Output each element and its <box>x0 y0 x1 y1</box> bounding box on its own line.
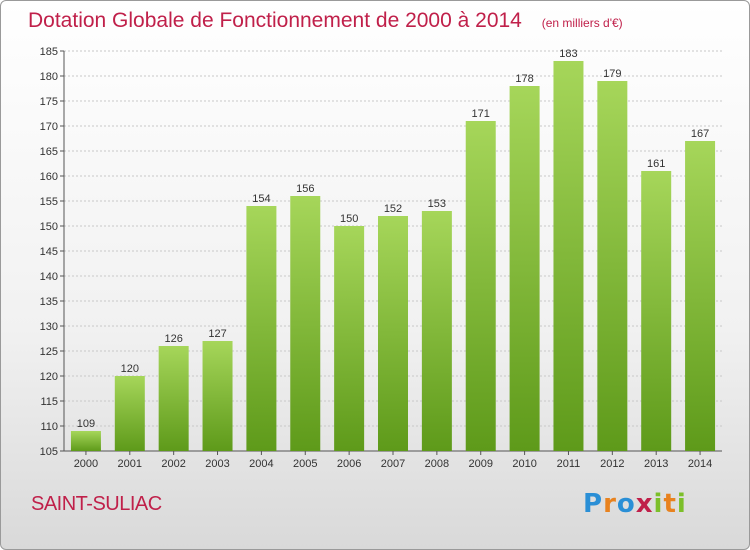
x-tick-label: 2012 <box>600 458 624 470</box>
logo-letter: o <box>616 489 636 519</box>
bar-2014 <box>685 141 716 451</box>
value-label: 152 <box>384 203 402 215</box>
chart-unit: (en milliers d'€) <box>541 16 623 30</box>
value-label: 120 <box>121 363 139 375</box>
proxiti-logo: Proxiti <box>583 489 687 519</box>
value-label: 153 <box>428 198 446 210</box>
x-tick-label: 2008 <box>425 458 449 470</box>
logo-letter: P <box>583 489 604 519</box>
bar-2012 <box>597 81 628 451</box>
x-tick-label: 2014 <box>688 458 712 470</box>
y-tick-label: 175 <box>40 96 58 108</box>
y-tick-label: 125 <box>40 346 58 358</box>
value-label: 126 <box>164 333 182 345</box>
y-tick-label: 130 <box>40 321 58 333</box>
y-tick-label: 140 <box>40 271 58 283</box>
y-tick-label: 155 <box>40 196 58 208</box>
x-tick-label: 2003 <box>205 458 229 470</box>
bar-2004 <box>246 206 277 451</box>
bar-2005 <box>290 196 321 451</box>
value-label: 150 <box>340 213 358 225</box>
bar-2002 <box>158 346 189 451</box>
value-label: 178 <box>515 73 533 85</box>
y-tick-label: 170 <box>40 121 58 133</box>
value-label: 156 <box>296 183 314 195</box>
bar-2009 <box>465 121 496 451</box>
x-tick-label: 2013 <box>644 458 668 470</box>
y-tick-label: 120 <box>40 371 58 383</box>
x-tick-label: 2006 <box>337 458 361 470</box>
y-tick-label: 110 <box>40 421 58 433</box>
value-label: 183 <box>559 48 577 60</box>
value-label: 127 <box>208 328 226 340</box>
x-tick-label: 2010 <box>512 458 536 470</box>
value-label: 161 <box>647 158 665 170</box>
logo-letter: t <box>663 489 677 519</box>
bar-2000 <box>70 431 101 451</box>
bar-2001 <box>114 376 145 451</box>
x-tick-label: 2000 <box>74 458 98 470</box>
value-label: 171 <box>472 108 490 120</box>
labels: 105 110 115 120 125 130 135 140 145 150 155 160 165 1… <box>40 46 713 470</box>
value-label: 167 <box>691 128 709 140</box>
x-tick-label: 2002 <box>161 458 185 470</box>
bar-2007 <box>378 216 408 451</box>
logo-letter: r <box>603 489 617 519</box>
x-tick-label: 2004 <box>249 458 273 470</box>
chart-title: Dotation Globale de Fonctionnement de 20… <box>28 9 623 33</box>
commune-name: SAINT-SULIAC <box>31 493 162 515</box>
logo-letter: x <box>635 489 654 519</box>
logo-letter: i <box>653 489 664 519</box>
value-label: 154 <box>252 193 270 205</box>
y-tick-label: 135 <box>40 296 58 308</box>
logo-letter: i <box>676 489 687 519</box>
y-tick-label: 165 <box>40 146 58 158</box>
y-tick-label: 150 <box>40 221 58 233</box>
y-tick-label: 180 <box>40 71 58 83</box>
x-tick-label: 2005 <box>293 458 317 470</box>
bar-2003 <box>202 341 233 451</box>
chart-title-text: Dotation Globale de Fonctionnement de 20… <box>28 9 522 32</box>
x-tick-label: 2007 <box>381 458 405 470</box>
bar-2010 <box>509 86 540 451</box>
value-label: 109 <box>77 418 95 430</box>
y-tick-label: 115 <box>40 396 58 408</box>
y-tick-label: 145 <box>40 246 58 258</box>
x-tick-label: 2001 <box>118 458 142 470</box>
bar-2008 <box>421 211 452 451</box>
x-tick-label: 2009 <box>468 458 492 470</box>
y-tick-label: 185 <box>40 46 58 58</box>
bar-2011 <box>553 61 584 451</box>
bars <box>70 61 716 451</box>
y-tick-label: 160 <box>40 171 58 183</box>
x-tick-label: 2011 <box>557 458 581 470</box>
bar-2013 <box>641 171 672 451</box>
value-label: 179 <box>603 68 621 80</box>
y-tick-label: 105 <box>40 446 58 458</box>
bar-2006 <box>334 226 365 451</box>
